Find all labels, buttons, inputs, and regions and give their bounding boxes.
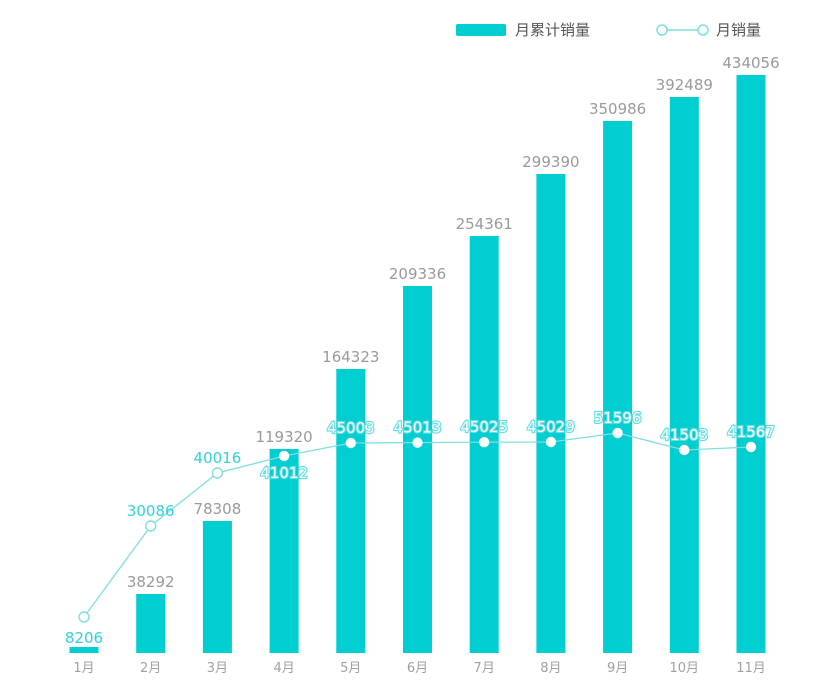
bar-10月[interactable] [669, 97, 699, 653]
line-value-label: 30086 [127, 502, 175, 520]
x-tick-label: 5月 [340, 661, 361, 676]
x-tick-label: 2月 [140, 661, 161, 676]
line-value-label: 45025 [460, 418, 508, 436]
x-tick-label: 4月 [273, 661, 294, 676]
line-point-5月[interactable] [345, 437, 356, 449]
line-value-label: 45003 [327, 419, 375, 437]
x-tick-label: 6月 [407, 661, 428, 676]
bar-value-label: 434056 [722, 54, 779, 72]
line-value-label: 41012 [260, 464, 308, 482]
bar-value-label: 8206 [65, 629, 103, 647]
bar-5月[interactable] [336, 369, 366, 653]
line-value-label: 40016 [194, 449, 242, 467]
line-value-label: 51596 [594, 409, 642, 427]
legend-bar-swatch [456, 24, 506, 36]
bar-value-label: 392489 [656, 76, 713, 94]
bar-8月[interactable] [536, 174, 566, 653]
bar-value-label: 209336 [389, 265, 446, 283]
bar-value-label: 78308 [194, 500, 242, 518]
line-point-8月[interactable] [545, 436, 557, 448]
x-tick-label: 9月 [607, 661, 628, 676]
bar-value-label: 119320 [255, 428, 312, 446]
x-tick-label: 1月 [73, 661, 94, 676]
line-point-7月[interactable] [479, 436, 490, 448]
line-point-6月[interactable] [412, 437, 423, 448]
bar-11月[interactable] [736, 75, 766, 653]
bar-6月[interactable] [403, 286, 432, 653]
legend-line-swatch [656, 24, 709, 36]
x-tick-label: 11月 [736, 661, 766, 676]
legend: 月累计销量 月销量 [456, 21, 761, 39]
bar-9月[interactable] [603, 121, 633, 653]
x-tick-label: 7月 [474, 661, 495, 676]
bar-3月[interactable] [202, 521, 232, 653]
line-value-label: 41503 [660, 426, 708, 444]
bar-value-label: 350986 [589, 100, 646, 118]
line-value-label: 45013 [394, 419, 442, 437]
bar-value-label: 254361 [456, 215, 513, 233]
bar-value-label: 38292 [127, 573, 175, 591]
line-point-11月[interactable] [745, 441, 757, 453]
line-point-2月[interactable] [144, 520, 157, 532]
legend-line-label: 月销量 [716, 21, 761, 39]
legend-bar-label: 月累计销量 [515, 21, 590, 39]
bar-1月[interactable] [69, 647, 99, 653]
bar-4月[interactable] [269, 449, 299, 653]
bar-value-label: 164323 [322, 348, 379, 366]
line-point-10月[interactable] [679, 444, 690, 456]
x-tick-label: 10月 [670, 661, 700, 676]
x-tick-label: 8月 [540, 661, 561, 676]
line-point-4月[interactable] [278, 450, 290, 462]
line-point-3月[interactable] [211, 467, 224, 479]
line-point-1月[interactable] [78, 611, 90, 623]
x-tick-label: 3月 [207, 661, 228, 676]
bar-value-label: 299390 [522, 153, 579, 171]
line-value-label: 41567 [727, 423, 775, 441]
line-value-label: 45029 [527, 418, 575, 436]
bar-2月[interactable] [136, 594, 166, 653]
line-point-9月[interactable] [612, 427, 623, 439]
